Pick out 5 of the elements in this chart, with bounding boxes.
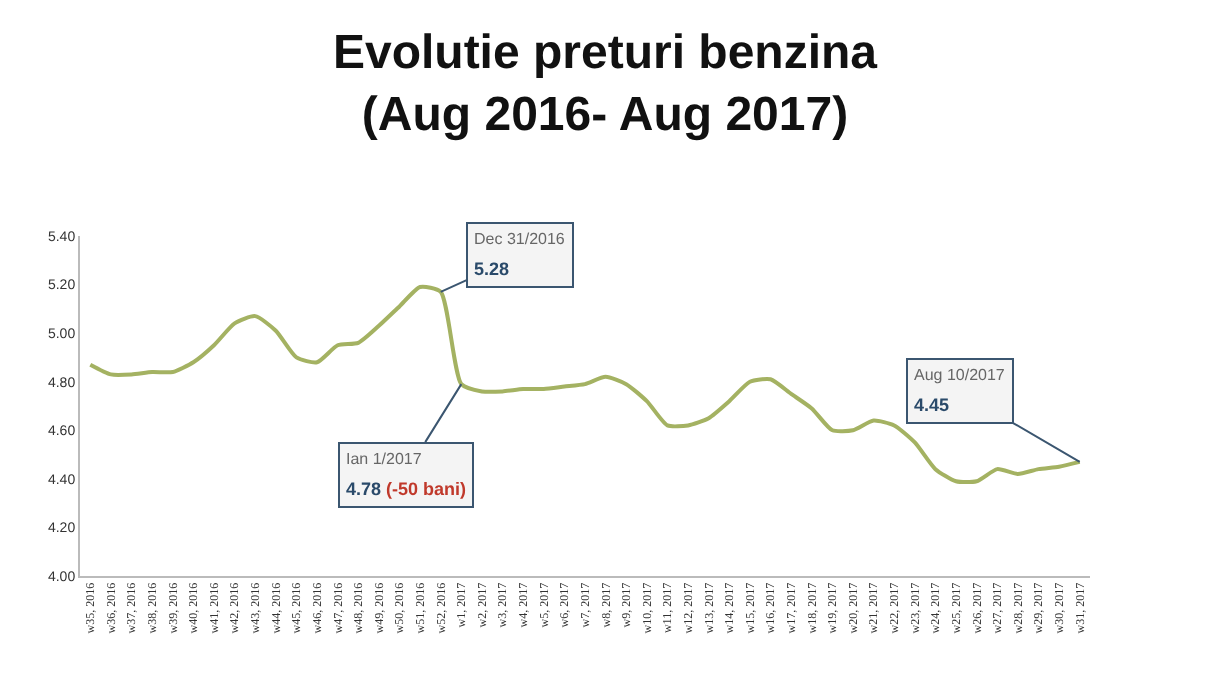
annotation: Ian 1/2017 4.78 (-50 bani) — [346, 450, 467, 500]
annotation: Aug 10/2017 4.45 — [914, 366, 1006, 416]
line-series — [88, 284, 1082, 485]
chart-title: Evolutie preturi benzina (Aug 2016- Aug 2017) — [332, 26, 879, 143]
annotation: Dec 31/2016 5.28 — [474, 230, 566, 280]
